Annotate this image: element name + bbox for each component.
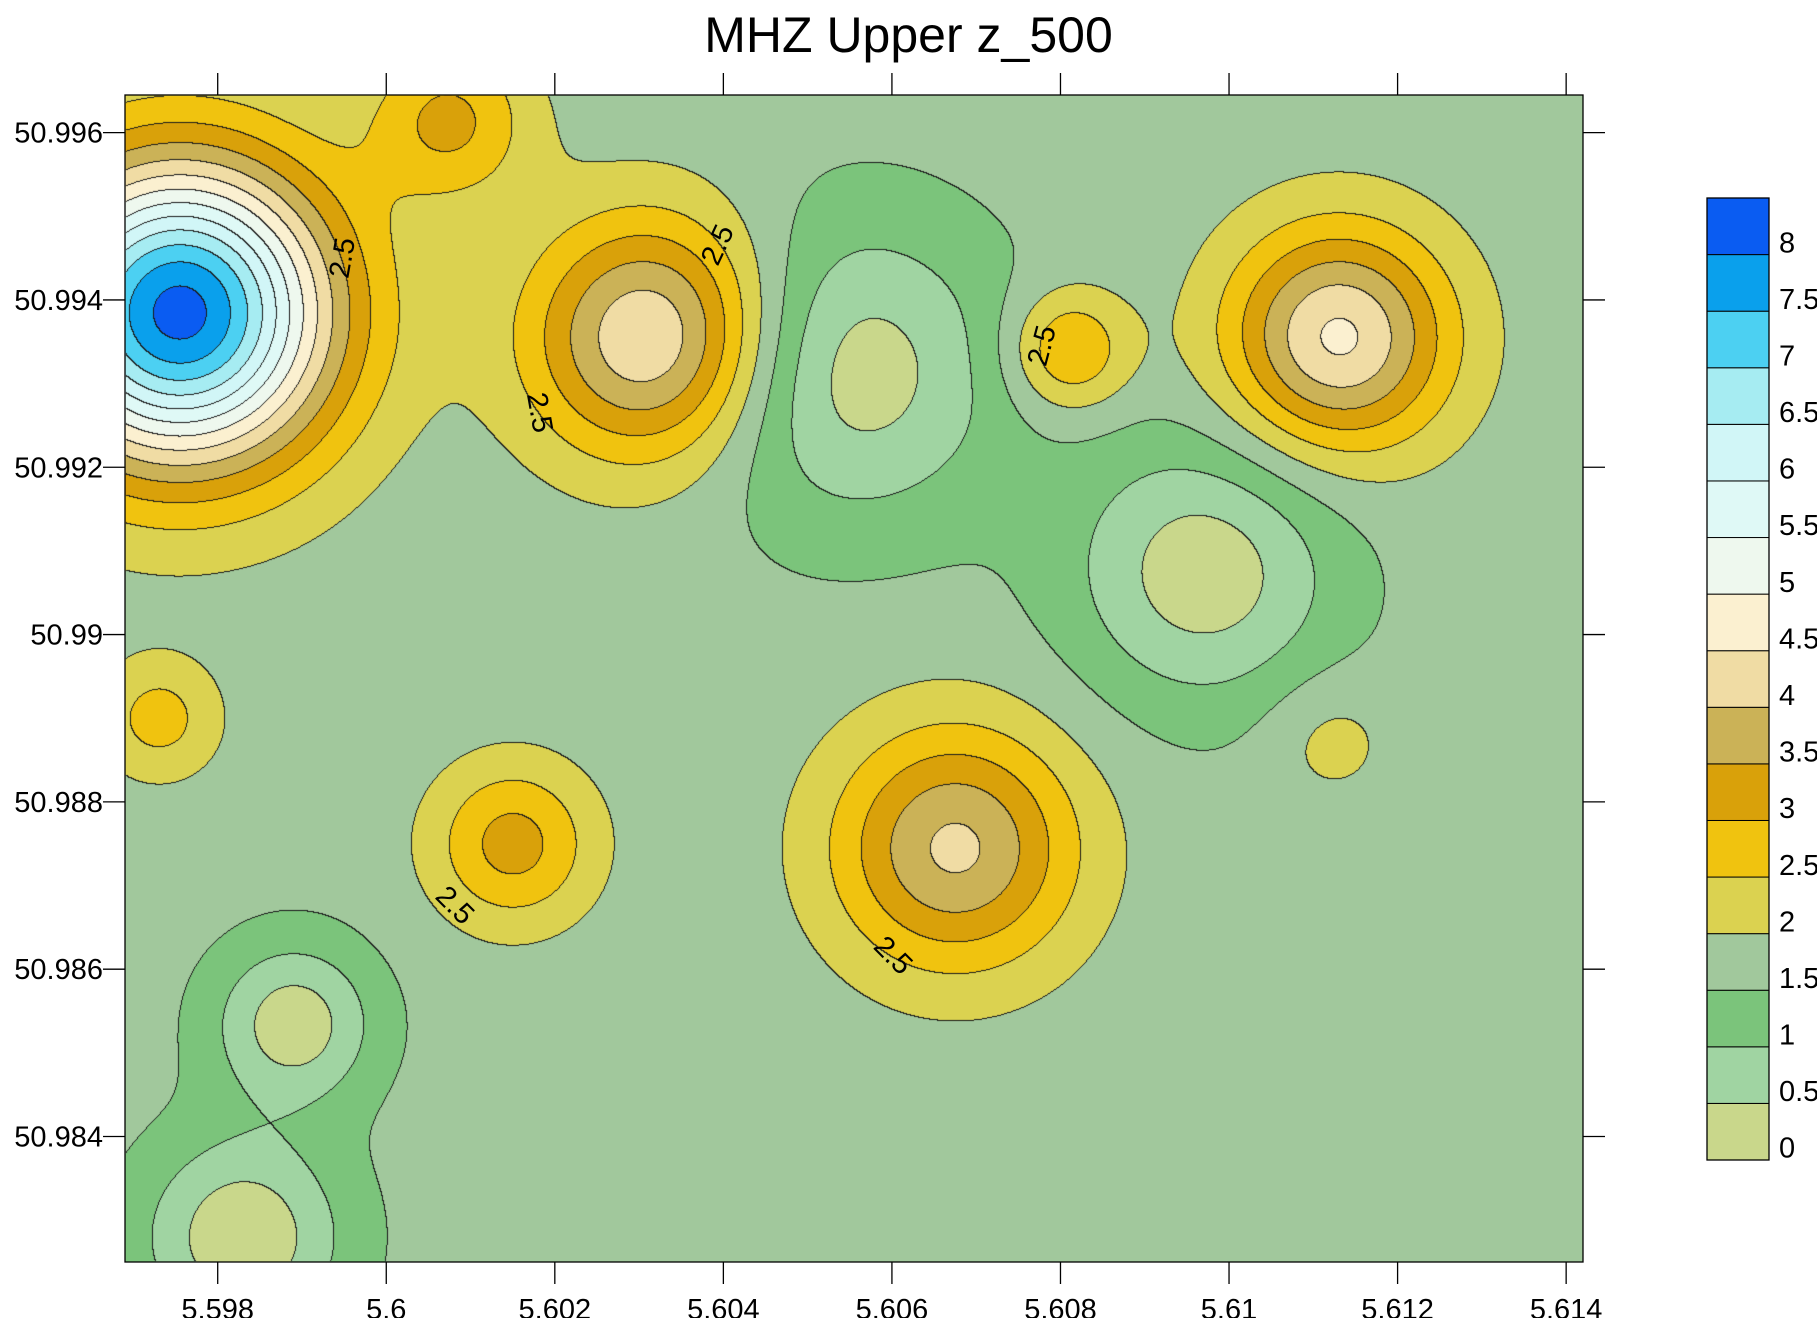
- colorbar-label: 5: [1779, 567, 1795, 599]
- colorbar-swatch: [1706, 1046, 1770, 1104]
- contour-label: 2.5: [324, 235, 363, 280]
- x-tick-label: 5.61: [1201, 1294, 1257, 1318]
- colorbar-swatch: [1706, 989, 1770, 1048]
- y-tick-label: 50.99: [30, 620, 103, 652]
- x-tick-label: 5.608: [1024, 1294, 1097, 1318]
- y-tick-label: 50.994: [14, 285, 103, 317]
- colorbar-swatch: [1706, 254, 1770, 312]
- colorbar-swatch: [1706, 1102, 1770, 1161]
- colorbar-swatch: [1706, 933, 1770, 991]
- colorbar-label: 2.5: [1779, 850, 1817, 882]
- x-tick-label: 5.6: [366, 1294, 406, 1318]
- colorbar-label: 2: [1779, 906, 1795, 938]
- colorbar-label: 6: [1779, 454, 1795, 486]
- colorbar-swatch: [1706, 197, 1770, 256]
- contour-fill-raster: [125, 95, 1583, 1262]
- colorbar-swatch: [1706, 593, 1770, 652]
- colorbar-label: 8: [1779, 227, 1795, 259]
- x-tick-label: 5.606: [856, 1294, 929, 1318]
- contour-label: 2.5: [520, 390, 559, 435]
- x-tick-label: 5.602: [519, 1294, 592, 1318]
- colorbar-label: 3: [1779, 793, 1795, 825]
- colorbar-label: 3.5: [1779, 737, 1817, 769]
- y-tick-label: 50.996: [14, 118, 103, 150]
- colorbar-swatch: [1706, 310, 1770, 369]
- colorbar-label: 1.5: [1779, 963, 1817, 995]
- colorbar-swatch: [1706, 650, 1770, 708]
- x-tick-label: 5.598: [181, 1294, 254, 1318]
- colorbar-swatch: [1706, 763, 1770, 821]
- colorbar-label: 4: [1779, 680, 1795, 712]
- y-tick-label: 50.992: [14, 452, 103, 484]
- colorbar-label: 1: [1779, 1020, 1795, 1052]
- x-tick-label: 5.604: [687, 1294, 760, 1318]
- y-tick-label: 50.988: [14, 787, 103, 819]
- plot-frame: [124, 94, 1584, 1263]
- colorbar-label: 6.5: [1779, 397, 1817, 429]
- colorbar-label: 0: [1779, 1133, 1795, 1165]
- colorbar-label: 0.5: [1779, 1076, 1817, 1108]
- colorbar-swatch: [1706, 367, 1770, 425]
- colorbar-swatch: [1706, 423, 1770, 482]
- colorbar-label: 7.5: [1779, 284, 1817, 316]
- plot-area: [125, 95, 1583, 1262]
- y-tick-label: 50.986: [14, 954, 103, 986]
- colorbar-swatch: [1706, 480, 1770, 539]
- chart-title: MHZ Upper z_500: [704, 7, 1113, 63]
- y-tick-label: 50.984: [14, 1122, 103, 1154]
- colorbar-swatch: [1706, 537, 1770, 595]
- x-tick-label: 5.614: [1530, 1294, 1603, 1318]
- colorbar-legend: 0 0.5 1 1.5 2 2.5 3 3.5 4 4.5 5 5.5 6 6.5 7 7.5 8: [1706, 197, 1817, 1165]
- colorbar-label: 5.5: [1779, 510, 1817, 542]
- x-tick-label: 5.612: [1361, 1294, 1434, 1318]
- colorbar-label: 7: [1779, 340, 1795, 372]
- colorbar-label: 4.5: [1779, 623, 1817, 655]
- colorbar-swatch: [1706, 876, 1770, 935]
- axes: 5.598 5.6 5.602 5.604 5.606 5.608 5.61 5.612 5.6…: [14, 73, 1605, 1318]
- colorbar-swatch: [1706, 706, 1770, 765]
- colorbar-swatch: [1706, 819, 1770, 878]
- colorbar-frame: [1706, 197, 1770, 1161]
